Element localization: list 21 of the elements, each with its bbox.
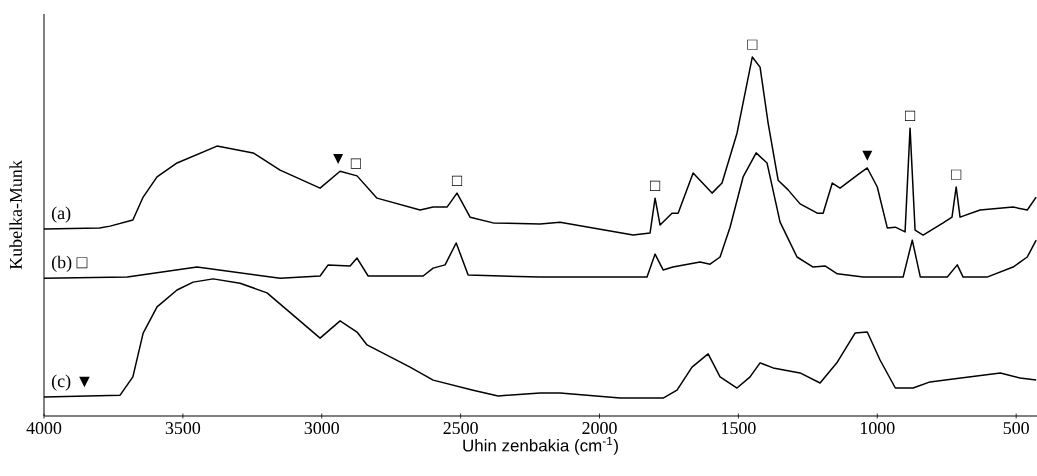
x-tick-label: 1000: [860, 422, 895, 435]
x-tick-label: 2500: [443, 422, 478, 435]
x-tick-label: 1500: [722, 422, 756, 435]
x-tick-label: 2000: [582, 422, 617, 435]
series-label: (b) □: [51, 255, 88, 272]
x-tick-label: 3000: [304, 422, 339, 435]
annotation: □: [747, 39, 758, 50]
annotation: □: [451, 175, 463, 186]
y-axis-title: Kubelka-Munk: [9, 160, 22, 270]
x-tick-label: 4000: [26, 422, 62, 435]
series-label: (c) ▼: [51, 374, 90, 391]
annotation: ▼: [333, 154, 344, 164]
annotation: □: [904, 110, 916, 121]
annotation: ▼: [862, 150, 873, 161]
annotation: □: [350, 158, 361, 169]
x-tick-label: 500: [1003, 422, 1029, 435]
x-axis-title: Uhin zenbakia (cm$^{-1}$): [463, 436, 618, 455]
annotation: □: [951, 169, 962, 180]
annotation: □: [650, 180, 661, 191]
series-label: (a): [51, 206, 71, 223]
x-tick-label: 3500: [165, 422, 201, 435]
